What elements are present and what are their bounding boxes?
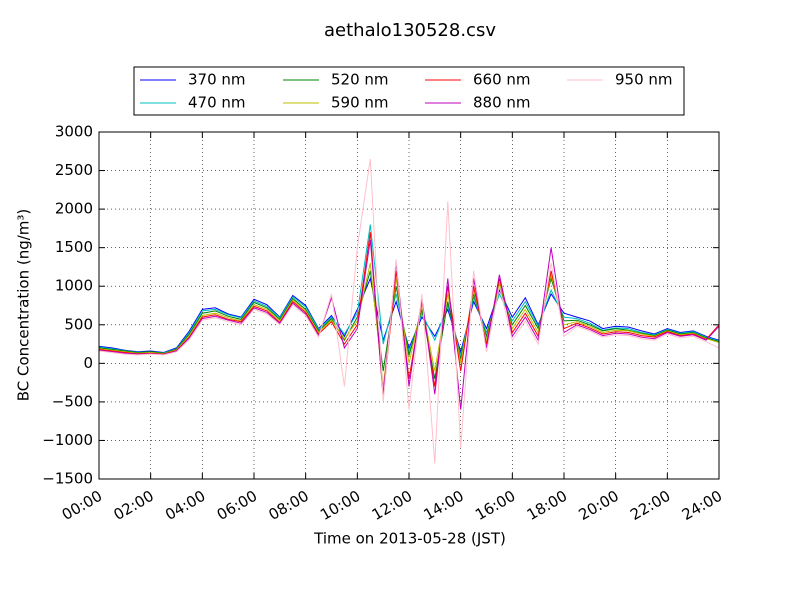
y-tick-label: 2500 [55,161,93,179]
data-line [98,276,720,354]
plot-frame [98,131,720,480]
legend-label: 880 nm [473,94,531,112]
y-tick-label: 1500 [55,238,93,256]
legend-label: 470 nm [188,94,246,112]
legend-label: 590 nm [331,94,389,112]
y-tick-label: 2000 [55,200,93,218]
data-line [98,270,720,379]
y-tick-label: −500 [52,392,93,410]
y-tick-label: −1000 [42,431,93,449]
data-line [98,158,720,464]
legend-label: 520 nm [331,71,389,89]
y-tick-label: −1500 [42,470,93,488]
chart-title: aethalo130528.csv [324,20,496,41]
y-tick-label: 500 [64,315,93,333]
legend-box [133,66,685,116]
legend-label: 660 nm [473,71,531,89]
data-line [98,262,720,387]
data-line [98,232,720,399]
legend-label: 950 nm [615,71,673,89]
data-line [98,239,720,410]
legend-label: 370 nm [188,71,246,89]
y-tick-label: 1000 [55,277,93,295]
data-line [98,224,720,356]
y-tick-label: 3000 [55,123,93,141]
x-axis-label: Time on 2013-05-28 (JST) [313,530,506,548]
y-axis-label: BC Concentration (ng/m³) [15,209,33,402]
y-tick-label: 0 [83,354,93,372]
